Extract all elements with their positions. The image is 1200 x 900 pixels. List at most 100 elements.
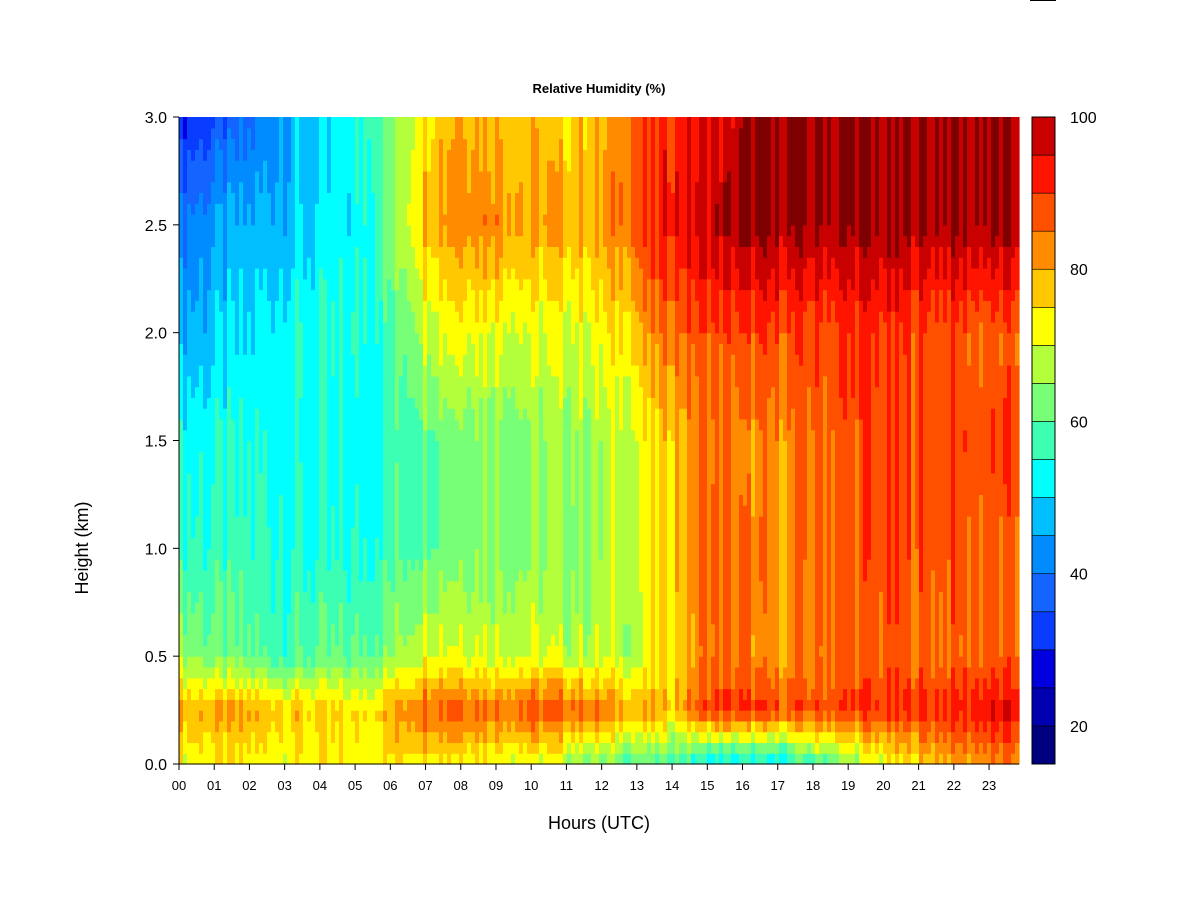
heatmap-cell xyxy=(271,138,276,150)
heatmap-cell xyxy=(287,311,292,323)
heatmap-cell xyxy=(199,386,204,398)
heatmap-cell xyxy=(343,515,348,528)
heatmap-cell xyxy=(199,300,204,312)
heatmap-cell xyxy=(231,537,236,549)
heatmap-cell xyxy=(391,580,396,593)
heatmap-cell xyxy=(407,613,412,625)
heatmap-cell xyxy=(399,462,404,474)
heatmap-cell xyxy=(231,462,236,474)
heatmap-cell xyxy=(379,149,384,161)
heatmap-cell xyxy=(483,235,488,247)
heatmap-cell xyxy=(187,720,192,733)
heatmap-cell xyxy=(291,214,296,226)
heatmap-cell xyxy=(415,289,420,301)
heatmap-cell xyxy=(411,634,416,646)
heatmap-cell xyxy=(403,149,408,161)
heatmap-cell xyxy=(435,634,440,646)
heatmap-cell xyxy=(295,742,300,754)
heatmap-cell xyxy=(299,472,304,485)
heatmap-cell xyxy=(207,462,212,474)
heatmap-cell xyxy=(207,537,212,549)
heatmap-cell xyxy=(371,753,376,765)
heatmap-cell xyxy=(215,160,220,172)
heatmap-cell xyxy=(239,656,244,668)
heatmap-cell xyxy=(283,289,288,301)
heatmap-cell xyxy=(215,149,220,161)
heatmap-cell xyxy=(411,386,416,398)
heatmap-cell xyxy=(239,451,244,463)
heatmap-cell xyxy=(355,354,360,366)
heatmap-cell xyxy=(203,214,208,226)
heatmap-cell xyxy=(475,117,480,129)
heatmap-cell xyxy=(363,332,368,345)
heatmap-cell xyxy=(199,203,204,215)
heatmap-cell xyxy=(291,613,296,625)
heatmap-cell xyxy=(391,149,396,161)
heatmap-cell xyxy=(431,462,436,474)
heatmap-cell xyxy=(431,613,436,625)
heatmap-cell xyxy=(411,321,416,334)
heatmap-cell xyxy=(327,332,332,345)
heatmap-cell xyxy=(439,117,444,129)
heatmap-cell xyxy=(355,559,360,571)
heatmap-cell xyxy=(347,375,352,388)
heatmap-cell xyxy=(343,418,348,431)
heatmap-cell xyxy=(191,483,196,496)
heatmap-cell xyxy=(327,515,332,528)
heatmap-cell xyxy=(267,731,272,744)
heatmap-cell xyxy=(331,343,336,355)
heatmap-cell xyxy=(375,569,380,582)
heatmap-cell xyxy=(431,267,436,280)
heatmap-cell xyxy=(507,677,512,690)
heatmap-cell xyxy=(491,559,496,571)
heatmap-cell xyxy=(343,537,348,549)
heatmap-cell xyxy=(463,127,468,140)
heatmap-cell xyxy=(279,483,284,496)
heatmap-cell xyxy=(183,515,188,528)
heatmap-cell xyxy=(451,300,456,312)
heatmap-cell xyxy=(463,375,468,388)
heatmap-cell xyxy=(459,548,464,560)
heatmap-cell xyxy=(471,505,476,517)
heatmap-cell xyxy=(299,181,304,194)
heatmap-cell xyxy=(179,375,184,388)
heatmap-cell xyxy=(227,138,232,150)
heatmap-cell xyxy=(459,408,464,420)
heatmap-cell xyxy=(363,515,368,528)
heatmap-cell xyxy=(363,127,368,140)
heatmap-cell xyxy=(307,332,312,345)
heatmap-cell xyxy=(387,418,392,431)
heatmap-cell xyxy=(495,613,500,625)
heatmap-cell xyxy=(427,365,432,377)
heatmap-cell xyxy=(471,343,476,355)
heatmap-cell xyxy=(367,591,372,603)
heatmap-cell xyxy=(399,677,404,690)
heatmap-cell xyxy=(243,699,248,711)
heatmap-cell xyxy=(507,257,512,269)
heatmap-cell xyxy=(279,634,284,646)
heatmap-cell xyxy=(355,591,360,603)
heatmap-cell xyxy=(323,591,328,603)
heatmap-cell xyxy=(343,214,348,226)
heatmap-cell xyxy=(331,300,336,312)
heatmap-cell xyxy=(483,569,488,582)
heatmap-cell xyxy=(215,753,220,765)
heatmap-cell xyxy=(291,127,296,140)
heatmap-cell xyxy=(275,613,280,625)
heatmap-cell xyxy=(383,127,388,140)
heatmap-cell xyxy=(303,300,308,312)
heatmap-cell xyxy=(367,537,372,549)
heatmap-cell xyxy=(403,677,408,690)
heatmap-cell xyxy=(451,451,456,463)
heatmap-cell xyxy=(267,688,272,700)
heatmap-cell xyxy=(411,311,416,323)
heatmap-cell xyxy=(383,720,388,733)
heatmap-cell xyxy=(283,677,288,690)
heatmap-cell xyxy=(251,591,256,603)
heatmap-cell xyxy=(367,343,372,355)
heatmap-cell xyxy=(191,515,196,528)
heatmap-cell xyxy=(323,214,328,226)
heatmap-cell xyxy=(331,602,336,614)
heatmap-cell xyxy=(227,666,232,679)
